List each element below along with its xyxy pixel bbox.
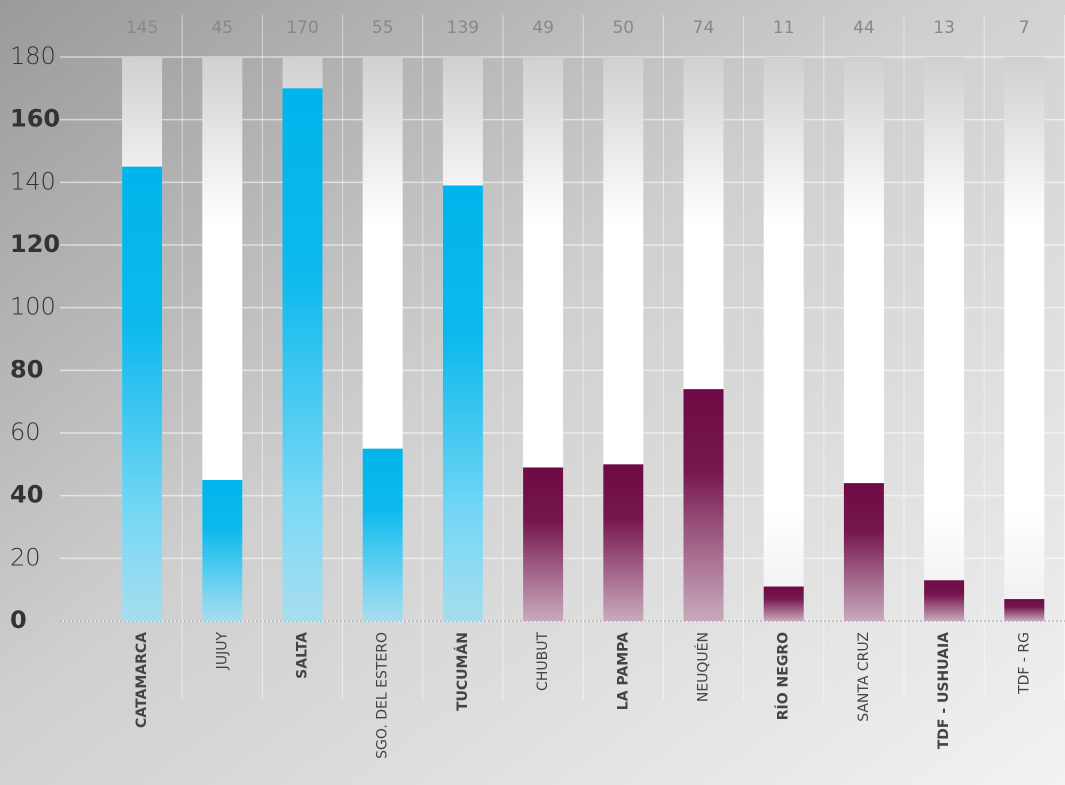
bar [362, 448, 403, 621]
value-label: 74 [693, 18, 715, 38]
x-tick-label: RÍO NEGRO [775, 632, 792, 720]
value-label: 145 [126, 18, 158, 38]
bar [523, 467, 564, 621]
bar [122, 166, 163, 621]
x-tick-label: SGO. DEL ESTERO [375, 632, 391, 759]
y-tick-label: 60 [10, 418, 41, 446]
value-label: 55 [372, 18, 394, 38]
value-label: 7 [1019, 18, 1030, 38]
bar [843, 483, 884, 621]
bar [442, 185, 483, 621]
value-label: 170 [286, 18, 318, 38]
y-tick-label: 100 [10, 293, 56, 321]
x-tick-label: SANTA CRUZ [856, 632, 872, 722]
bar [683, 389, 724, 621]
x-tick-label: NEUQUÉN [695, 632, 712, 702]
y-tick-label: 160 [10, 105, 60, 133]
value-label: 50 [612, 18, 634, 38]
value-label: 13 [933, 18, 955, 38]
y-tick-label: 0 [10, 606, 27, 634]
bar [924, 580, 965, 621]
x-tick-label: CATAMARCA [134, 632, 150, 728]
bar [202, 480, 243, 621]
x-tick-label: TDF - RG [1016, 632, 1032, 695]
bar [763, 586, 804, 621]
y-tick-label: 140 [10, 167, 56, 195]
x-tick-label: TUCUMÁN [454, 632, 471, 711]
x-tick-label: SALTA [295, 632, 311, 679]
x-tick-label: JUJUY [214, 632, 230, 671]
y-tick-label: 20 [10, 543, 41, 571]
value-label: 45 [211, 18, 233, 38]
value-label: 49 [532, 18, 554, 38]
y-tick-label: 40 [10, 481, 43, 509]
y-tick-label: 180 [10, 42, 56, 70]
bar-track [763, 57, 804, 621]
x-tick-label: CHUBUT [535, 632, 551, 691]
x-tick-label: TDF - USHUAIA [936, 632, 952, 749]
bar-track [924, 57, 965, 621]
value-label: 11 [773, 18, 795, 38]
bar-track [1004, 57, 1045, 621]
value-label: 44 [853, 18, 875, 38]
bar [1004, 599, 1045, 621]
y-tick-label: 120 [10, 230, 60, 258]
y-tick-label: 80 [10, 355, 43, 383]
x-tick-label: LA PAMPA [615, 632, 631, 710]
bar [603, 464, 644, 621]
bar [282, 88, 323, 622]
value-label: 139 [447, 18, 479, 38]
